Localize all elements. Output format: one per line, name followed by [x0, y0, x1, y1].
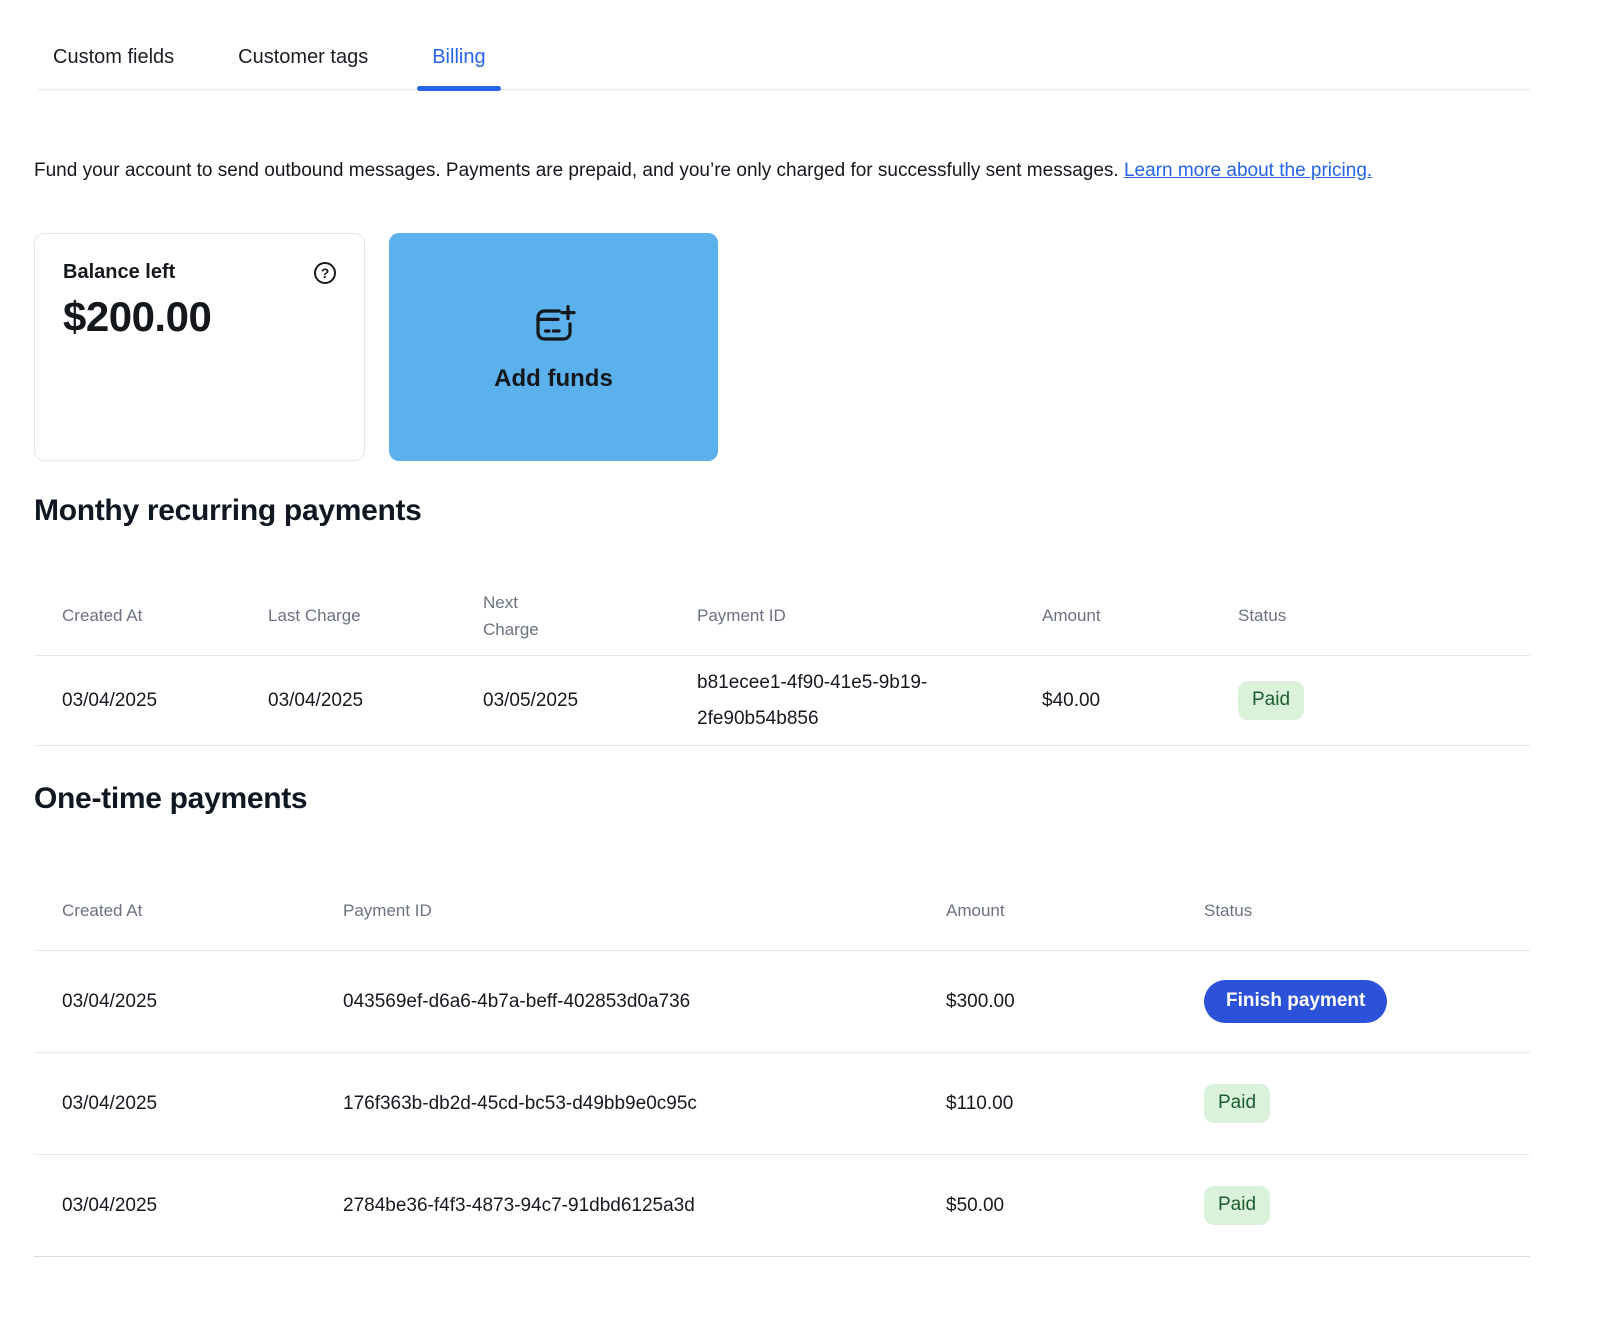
balance-section: Balance left ? $200.00 Add funds	[34, 233, 1530, 461]
balance-label: Balance left	[63, 261, 176, 283]
tab-custom-fields[interactable]: Custom fields	[38, 40, 189, 89]
one-time-payments-table: Created At Payment ID Amount Status 03/0…	[34, 872, 1530, 1257]
recurring-payments-title: Monthy recurring payments	[34, 494, 422, 527]
tab-label: Billing	[432, 46, 486, 68]
tab-customer-tags[interactable]: Customer tags	[223, 40, 383, 89]
table-header-row: Created At Payment ID Amount Status	[34, 872, 1530, 951]
table-header-row: Created At Last Charge Next Charge Payme…	[34, 578, 1530, 656]
col-header-amount: Amount	[1042, 606, 1101, 626]
next-charge-cell: 03/05/2025	[483, 689, 579, 711]
balance-value: $200.00	[63, 293, 212, 340]
status-badge: Paid	[1204, 1186, 1271, 1225]
tab-label: Custom fields	[53, 46, 175, 68]
status-cell: Finish payment	[1176, 980, 1530, 1023]
card-plus-icon	[530, 301, 578, 349]
add-funds-button[interactable]: Add funds	[389, 233, 718, 461]
tab-bar: Custom fields Customer tags Billing	[38, 0, 1530, 91]
add-funds-label: Add funds	[494, 365, 613, 392]
payment-id-cell: 176f363b-db2d-45cd-bc53-d49bb9e0c95c	[343, 1092, 697, 1114]
status-cell: Paid	[1176, 1186, 1530, 1225]
pricing-link[interactable]: Learn more about the pricing.	[1123, 160, 1373, 181]
created-at-cell: 03/04/2025	[62, 1194, 158, 1216]
amount-cell: $50.00	[946, 1194, 1005, 1216]
table-row: 03/04/2025 2784be36-f4f3-4873-94c7-91dbd…	[34, 1155, 1530, 1257]
intro-text: Fund your account to send outbound messa…	[34, 154, 1530, 187]
col-header-last-charge: Last Charge	[268, 606, 361, 626]
payment-id-cell: b81ecee1-4f90-41e5-9b19-2fe90b54b856	[697, 672, 928, 729]
col-header-status: Status	[1238, 606, 1287, 626]
active-tab-underline	[417, 86, 501, 91]
status-cell: Paid	[1176, 1084, 1530, 1123]
intro-body: Fund your account to send outbound messa…	[34, 160, 1124, 181]
amount-cell: $110.00	[946, 1092, 1014, 1114]
payment-id-cell: 2784be36-f4f3-4873-94c7-91dbd6125a3d	[343, 1194, 695, 1216]
col-header-amount: Amount	[946, 900, 1005, 920]
status-badge: Paid	[1238, 681, 1305, 720]
tab-billing[interactable]: Billing	[417, 40, 501, 91]
balance-card: Balance left ? $200.00	[34, 233, 365, 461]
amount-cell: $300.00	[946, 990, 1015, 1012]
one-time-payments-title: One-time payments	[34, 782, 308, 815]
col-header-created-at: Created At	[62, 900, 143, 920]
last-charge-cell: 03/04/2025	[268, 689, 364, 711]
created-at-cell: 03/04/2025	[62, 990, 158, 1012]
col-header-payment-id: Payment ID	[697, 606, 786, 626]
amount-cell: $40.00	[1042, 689, 1101, 711]
col-header-status: Status	[1204, 900, 1253, 920]
question-circle-icon[interactable]: ?	[314, 262, 336, 284]
status-badge: Paid	[1204, 1084, 1271, 1123]
status-cell: Paid	[1210, 681, 1530, 720]
recurring-payments-table: Created At Last Charge Next Charge Payme…	[34, 578, 1530, 746]
col-header-payment-id: Payment ID	[343, 900, 432, 920]
created-at-cell: 03/04/2025	[62, 1092, 158, 1114]
col-header-next-charge: Next Charge	[483, 593, 539, 639]
finish-payment-button[interactable]: Finish payment	[1204, 980, 1388, 1023]
table-row: 03/04/2025 043569ef-d6a6-4b7a-beff-40285…	[34, 951, 1530, 1053]
billing-page: Custom fields Customer tags Billing Fund…	[34, 0, 1530, 1257]
col-header-created-at: Created At	[62, 606, 143, 626]
created-at-cell: 03/04/2025	[62, 689, 158, 711]
table-row: 03/04/2025 03/04/2025 03/05/2025 b81ecee…	[34, 656, 1530, 746]
table-row: 03/04/2025 176f363b-db2d-45cd-bc53-d49bb…	[34, 1053, 1530, 1155]
payment-id-cell: 043569ef-d6a6-4b7a-beff-402853d0a736	[343, 990, 691, 1012]
tab-label: Customer tags	[238, 46, 369, 68]
